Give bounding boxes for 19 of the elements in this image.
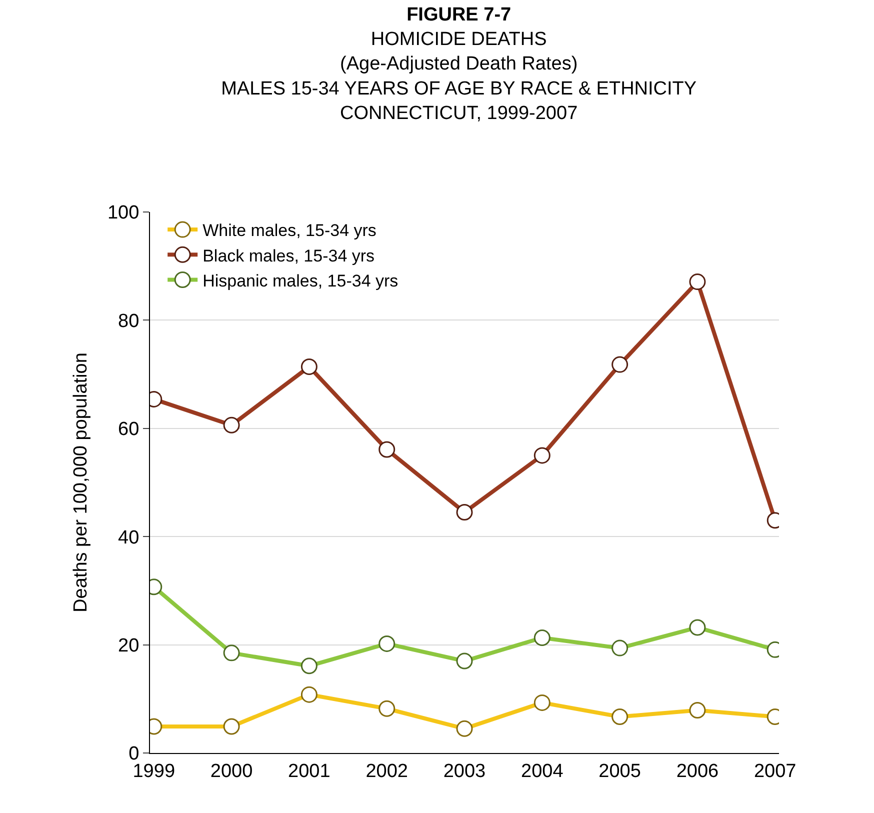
legend-label: White males, 15-34 yrs (202, 221, 376, 240)
x-tick-label: 2003 (443, 760, 486, 782)
x-tick-label: 2004 (521, 760, 564, 782)
x-tick-label: 2000 (210, 760, 253, 782)
chart-subtitle: HOMICIDE DEATHS (Age-Adjusted Death Rates) MALES 15-34 YEARS OF AGE BY RACE & ETHNICITY CONNECTICUT, 1999-2007 (221, 29, 697, 124)
x-tick-label: 2007 (754, 760, 796, 782)
legend-label: Black males, 15-34 yrs (202, 246, 375, 266)
chart-title: FIGURE 7-7 (406, 4, 512, 26)
x-tick-label: 2002 (366, 760, 408, 782)
x-tick-label: 2005 (598, 760, 641, 782)
y-tick-label: 20 (118, 635, 140, 656)
y-tick-label: 60 (118, 419, 140, 440)
x-tick-label: 2006 (676, 760, 719, 782)
y-tick-label: 40 (118, 527, 140, 548)
y-axis-title: Deaths per 100,000 population (70, 352, 92, 612)
y-tick-label: 100 (107, 202, 140, 224)
y-tick-label: 80 (118, 310, 140, 332)
legend-label: Hispanic males, 15-34 yrs (202, 271, 398, 290)
x-tick-label: 2001 (288, 760, 330, 782)
